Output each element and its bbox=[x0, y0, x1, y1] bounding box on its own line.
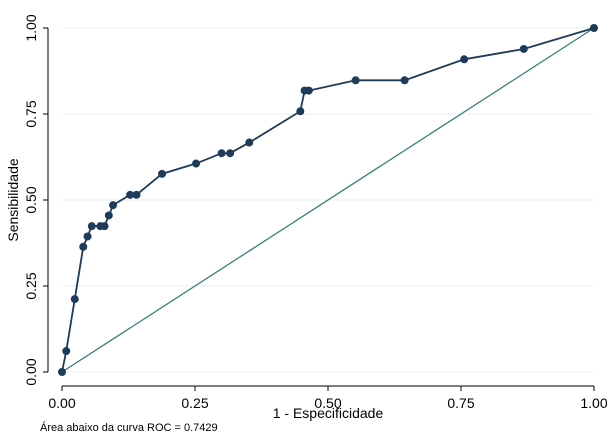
auc-annotation: Área abaixo da curva ROC = 0.7429 bbox=[40, 422, 218, 434]
roc-point-4 bbox=[83, 232, 92, 241]
y-tick-label-0: 0.00 bbox=[23, 358, 39, 385]
roc-point-21 bbox=[400, 76, 409, 85]
roc-point-23 bbox=[519, 44, 528, 53]
roc-point-14 bbox=[217, 149, 226, 158]
roc-point-24 bbox=[590, 24, 598, 32]
x-tick-label-3: 0.75 bbox=[447, 395, 474, 411]
roc-point-19 bbox=[304, 86, 313, 95]
roc-point-9 bbox=[109, 201, 118, 210]
x-tick-label-0: 0.00 bbox=[48, 395, 75, 411]
roc-points bbox=[58, 24, 598, 376]
roc-point-16 bbox=[245, 138, 254, 147]
roc-point-10 bbox=[126, 190, 135, 199]
roc-point-22 bbox=[460, 55, 469, 64]
x-tick-labels: 0.00 0.25 0.50 0.75 1.00 bbox=[48, 395, 607, 411]
y-tick-label-4: 1.00 bbox=[23, 14, 39, 41]
roc-point-0 bbox=[58, 368, 66, 376]
roc-point-20 bbox=[351, 76, 360, 85]
x-tick-label-1: 0.25 bbox=[181, 395, 208, 411]
y-tick-label-3: 0.75 bbox=[23, 100, 39, 127]
roc-point-5 bbox=[87, 222, 96, 231]
y-tick-labels: 0.00 0.25 0.50 0.75 1.00 bbox=[23, 14, 39, 385]
x-tick-label-2: 0.50 bbox=[314, 395, 341, 411]
axes bbox=[43, 27, 595, 391]
x-axis-title: 1 - Especificidade bbox=[273, 405, 384, 421]
roc-point-2 bbox=[70, 295, 79, 304]
roc-point-1 bbox=[62, 347, 71, 356]
x-tick-label-4: 1.00 bbox=[580, 395, 607, 411]
reference-line bbox=[61, 27, 595, 373]
y-tick-label-1: 0.25 bbox=[23, 272, 39, 299]
reference-diagonal bbox=[61, 27, 595, 373]
roc-point-11 bbox=[132, 190, 141, 199]
roc-point-3 bbox=[79, 242, 88, 251]
y-tick-label-2: 0.50 bbox=[23, 186, 39, 213]
roc-point-7 bbox=[100, 222, 109, 231]
y-axis-title: Sensibilidade bbox=[5, 158, 21, 241]
roc-point-15 bbox=[226, 149, 235, 158]
roc-point-8 bbox=[104, 211, 113, 220]
roc-point-17 bbox=[296, 107, 305, 116]
roc-point-12 bbox=[158, 169, 167, 178]
roc-point-13 bbox=[192, 159, 201, 168]
